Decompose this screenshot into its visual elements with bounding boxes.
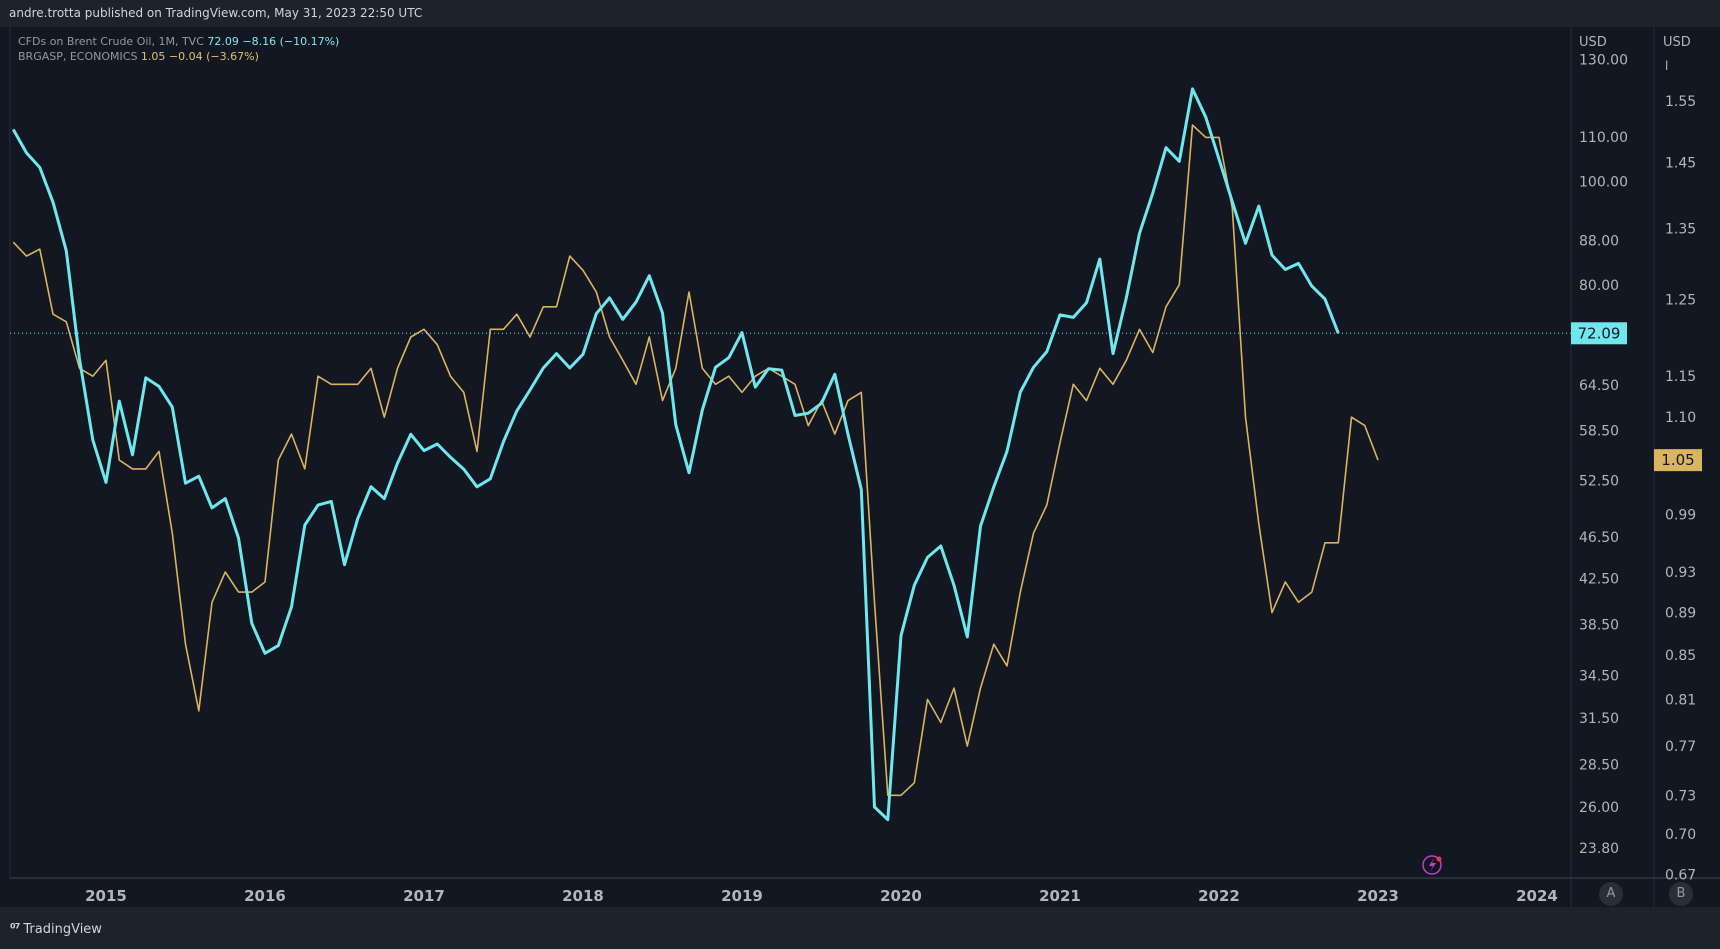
- left-tick-label: 64.50: [1579, 378, 1619, 394]
- footer-bar: ⁰⁷ TradingView: [0, 907, 1720, 949]
- published-header: andre.trotta published on TradingView.co…: [0, 0, 1720, 28]
- series-line-brent: [11, 87, 1340, 822]
- tradingview-logo-icon: ⁰⁷: [10, 922, 20, 937]
- right-tick-label: 1.15: [1665, 369, 1696, 385]
- left-tick-label: 31.50: [1579, 711, 1619, 727]
- time-tick-label: 2019: [721, 887, 763, 905]
- left-tick-label: 80.00: [1579, 278, 1619, 294]
- auto-scale-button[interactable]: A: [1599, 882, 1623, 906]
- last-value-markers: 72.09 1.05: [10, 322, 1702, 472]
- left-tick-label: 23.80: [1579, 841, 1619, 857]
- time-tick-label: 2022: [1198, 887, 1240, 905]
- published-text: andre.trotta published on TradingView.co…: [9, 6, 423, 20]
- chart-frame: [9, 27, 1720, 907]
- time-tick-label: 2017: [403, 887, 445, 905]
- right-tick-label: 0.93: [1665, 565, 1696, 581]
- left-tick-label: 52.50: [1579, 474, 1619, 490]
- right-tick-label: 1.35: [1665, 221, 1696, 237]
- right-tick-label: 0.89: [1665, 606, 1696, 622]
- price-chart[interactable]: USD 130.00 110.00 100.00 88.00 80.00 64.50 58.5…: [0, 27, 1720, 907]
- time-tick-label: 2021: [1039, 887, 1081, 905]
- left-tick-label: 28.50: [1579, 757, 1619, 773]
- right-tick-label: 0.99: [1665, 507, 1696, 523]
- right-tick-label: 1.25: [1665, 292, 1696, 308]
- chart-area[interactable]: USD 130.00 110.00 100.00 88.00 80.00 64.50 58.5…: [0, 27, 1720, 907]
- left-tick-label: 42.50: [1579, 572, 1619, 588]
- legend-row-brent[interactable]: CFDs on Brent Crude Oil, 1M, TVC 72.09 −…: [18, 34, 339, 49]
- chart-legend: CFDs on Brent Crude Oil, 1M, TVC 72.09 −…: [18, 34, 339, 64]
- tradingview-logo[interactable]: ⁰⁷ TradingView: [10, 922, 102, 937]
- time-tick-label: 2023: [1357, 887, 1399, 905]
- right-tick-label: 1.10: [1665, 410, 1696, 426]
- tradingview-brand: TradingView: [23, 922, 102, 937]
- left-tick-label: 34.50: [1579, 669, 1619, 685]
- right-price-axis[interactable]: USD l 1.55 1.45 1.35 1.25 1.15 1.10 0.99 0.93 0.89…: [1663, 35, 1696, 883]
- last-price-badge-brent: [1571, 322, 1627, 345]
- right-tick-label: 0.85: [1665, 648, 1696, 664]
- left-axis-currency: USD: [1579, 35, 1607, 50]
- right-tick-label: 0.67: [1665, 867, 1696, 883]
- left-price-axis[interactable]: USD 130.00 110.00 100.00 88.00 80.00 64.50 58.5…: [1579, 35, 1628, 857]
- left-tick-label: 58.50: [1579, 423, 1619, 439]
- left-tick-label: 46.50: [1579, 530, 1619, 546]
- time-tick-label: 2020: [880, 887, 922, 905]
- right-tick-label: 1.45: [1665, 155, 1696, 171]
- legend-values-brgasp: 1.05 −0.04 (−3.67%): [140, 50, 259, 63]
- last-price-label-brent: 72.09: [1578, 324, 1621, 342]
- time-tick-label: 2024: [1516, 887, 1558, 905]
- right-tick-label: 1.55: [1665, 94, 1696, 110]
- series-line-brgasp: [12, 124, 1379, 797]
- lightning-alert-icon[interactable]: [1422, 855, 1442, 875]
- b-scale-button[interactable]: B: [1669, 882, 1693, 906]
- right-tick-label: 0.77: [1665, 739, 1696, 755]
- time-axis[interactable]: 2015 2016 2017 2018 2019 2020 2021 2022 2023 2024: [85, 887, 1558, 905]
- right-tick-label: 0.73: [1665, 788, 1696, 804]
- last-price-badge-brgasp: [1654, 449, 1702, 472]
- time-tick-label: 2016: [244, 887, 286, 905]
- left-tick-label: 38.50: [1579, 618, 1619, 634]
- right-axis-currency: USD: [1663, 35, 1691, 50]
- legend-row-brgasp[interactable]: BRGASP, ECONOMICS 1.05 −0.04 (−3.67%): [18, 49, 339, 64]
- left-tick-label: 88.00: [1579, 234, 1619, 250]
- right-tick-label: 0.81: [1665, 692, 1696, 708]
- left-tick-label: 110.00: [1579, 130, 1628, 146]
- legend-values-brent: 72.09 −8.16 (−10.17%): [207, 35, 340, 48]
- last-price-label-brgasp: 1.05: [1661, 451, 1694, 469]
- right-axis-sub: l: [1665, 59, 1668, 73]
- time-tick-label: 2015: [85, 887, 127, 905]
- legend-symbol-brent: CFDs on Brent Crude Oil, 1M, TVC: [18, 35, 204, 48]
- legend-symbol-brgasp: BRGASP, ECONOMICS: [18, 50, 138, 63]
- left-tick-label: 100.00: [1579, 174, 1628, 190]
- time-tick-label: 2018: [562, 887, 604, 905]
- left-tick-label: 130.00: [1579, 52, 1628, 68]
- left-tick-label: 26.00: [1579, 800, 1619, 816]
- series-lines: [11, 87, 1379, 822]
- right-tick-label: 0.70: [1665, 827, 1696, 843]
